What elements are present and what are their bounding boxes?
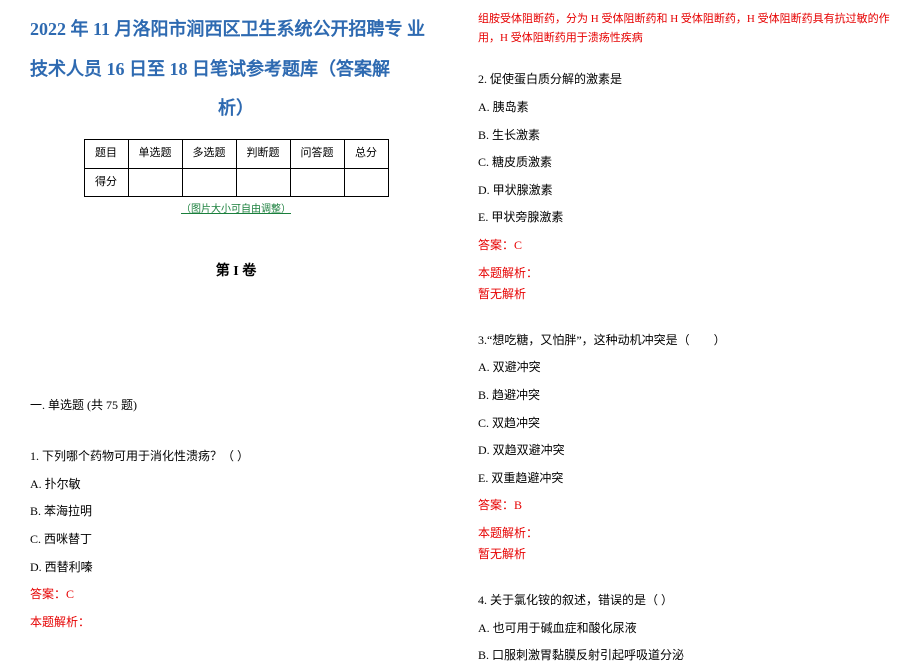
td-empty bbox=[290, 168, 344, 197]
resize-note: （图片大小可自由调整） bbox=[30, 201, 442, 219]
q3-expl-label: 本题解析： bbox=[478, 523, 890, 545]
q1-opt-a: A. 扑尔敏 bbox=[30, 474, 442, 496]
th-item: 题目 bbox=[84, 139, 128, 168]
q4-opt-b: B. 口服刺激胃黏膜反射引起呼吸道分泌 bbox=[478, 645, 890, 667]
q3-opt-b: B. 趋避冲突 bbox=[478, 385, 890, 407]
right-column: 组胺受体阻断药，分为 H 受体阻断药和 H 受体阻断药，H 受体阻断药具有抗过敏… bbox=[460, 0, 920, 651]
volume-heading: 第 I 卷 bbox=[30, 259, 442, 284]
score-table: 题目 单选题 多选题 判断题 问答题 总分 得分 bbox=[84, 139, 389, 198]
q2-opt-b: B. 生长激素 bbox=[478, 125, 890, 147]
td-empty bbox=[182, 168, 236, 197]
q1-answer: 答案：C bbox=[30, 584, 442, 606]
th-single: 单选题 bbox=[128, 139, 182, 168]
q3-opt-c: C. 双趋冲突 bbox=[478, 413, 890, 435]
table-score-row: 得分 bbox=[84, 168, 388, 197]
q1-expl-label: 本题解析： bbox=[30, 612, 442, 634]
q2-opt-d: D. 甲状腺激素 bbox=[478, 180, 890, 202]
q3-opt-d: D. 双趋双避冲突 bbox=[478, 440, 890, 462]
th-total: 总分 bbox=[344, 139, 388, 168]
q3-opt-e: E. 双重趋避冲突 bbox=[478, 468, 890, 490]
title-line-1: 2022 年 11 月洛阳市涧西区卫生系统公开招聘专 bbox=[30, 19, 403, 39]
q3-opt-a: A. 双避冲突 bbox=[478, 357, 890, 379]
table-header-row: 题目 单选题 多选题 判断题 问答题 总分 bbox=[84, 139, 388, 168]
q2-expl-label: 本题解析： bbox=[478, 263, 890, 285]
td-empty bbox=[128, 168, 182, 197]
q1-opt-b: B. 苯海拉明 bbox=[30, 501, 442, 523]
q4-stem: 4. 关于氯化铵的叙述，错误的是（ ） bbox=[478, 590, 890, 612]
td-empty bbox=[344, 168, 388, 197]
q3-expl-body: 暂无解析 bbox=[478, 544, 890, 566]
q1-stem: 1. 下列哪个药物可用于消化性溃疡？（ ） bbox=[30, 446, 442, 468]
q2-answer: 答案：C bbox=[478, 235, 890, 257]
q2-expl-body: 暂无解析 bbox=[478, 284, 890, 306]
th-multi: 多选题 bbox=[182, 139, 236, 168]
q3-stem: 3.“想吃糖，又怕胖”，这种动机冲突是（ ） bbox=[478, 330, 890, 352]
q4-opt-a: A. 也可用于碱血症和酸化尿液 bbox=[478, 618, 890, 640]
section-heading: 一. 单选题 (共 75 题) bbox=[30, 395, 442, 417]
td-empty bbox=[236, 168, 290, 197]
q3-answer: 答案：B bbox=[478, 495, 890, 517]
q2-stem: 2. 促使蛋白质分解的激素是 bbox=[478, 69, 890, 91]
q2-opt-e: E. 甲状旁腺激素 bbox=[478, 207, 890, 229]
q2-opt-a: A. 胰岛素 bbox=[478, 97, 890, 119]
doc-title: 2022 年 11 月洛阳市涧西区卫生系统公开招聘专 业技术人员 16 日至 1… bbox=[30, 10, 442, 129]
red-note: 组胺受体阻断药，分为 H 受体阻断药和 H 受体阻断药，H 受体阻断药具有抗过敏… bbox=[478, 10, 890, 47]
title-line-3: 析） bbox=[30, 89, 442, 129]
th-judge: 判断题 bbox=[236, 139, 290, 168]
left-column: 2022 年 11 月洛阳市涧西区卫生系统公开招聘专 业技术人员 16 日至 1… bbox=[0, 0, 460, 651]
q1-opt-c: C. 西咪替丁 bbox=[30, 529, 442, 551]
td-score-label: 得分 bbox=[84, 168, 128, 197]
th-qa: 问答题 bbox=[290, 139, 344, 168]
q2-opt-c: C. 糖皮质激素 bbox=[478, 152, 890, 174]
q1-opt-d: D. 西替利嗪 bbox=[30, 557, 442, 579]
